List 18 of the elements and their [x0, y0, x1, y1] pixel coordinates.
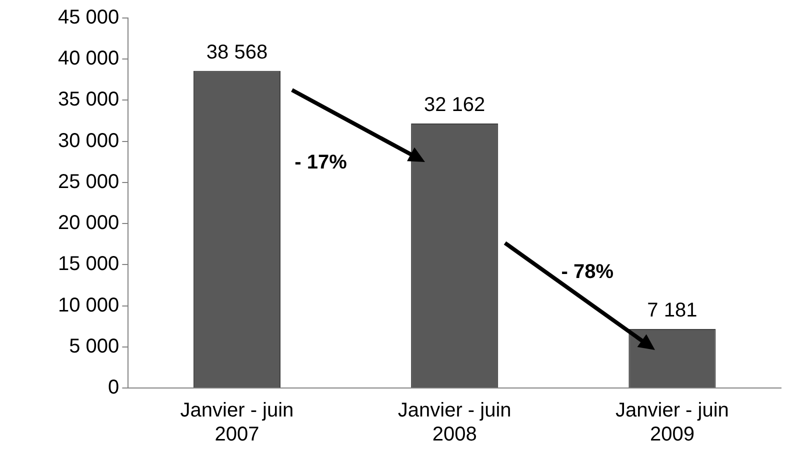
y-tick-label: 10 000	[58, 294, 120, 316]
x-tick-label: Janvier - juin 2007	[180, 400, 294, 446]
y-tick-label: 5 000	[69, 335, 120, 358]
y-tick-label: 45 000	[58, 6, 120, 29]
x-tick-label: Janvier - juin 2009	[616, 400, 729, 446]
data-label: 7 181	[647, 299, 698, 322]
data-label: 38 568	[206, 41, 268, 64]
y-tick-label: 35 000	[58, 88, 120, 111]
y-tick-label: 30 000	[58, 130, 120, 152]
y-tick-label: 0	[108, 376, 120, 399]
y-tick-label: 15 000	[58, 253, 120, 276]
annotation: - 78%	[561, 260, 614, 283]
y-tick-label: 25 000	[58, 170, 120, 193]
x-tick-label: Janvier - juin 2008	[398, 400, 512, 446]
annotation: - 17%	[294, 151, 348, 174]
y-tick-label: 40 000	[58, 48, 120, 70]
y-tick-label: 20 000	[58, 212, 120, 234]
data-label: 32 162	[424, 94, 486, 116]
